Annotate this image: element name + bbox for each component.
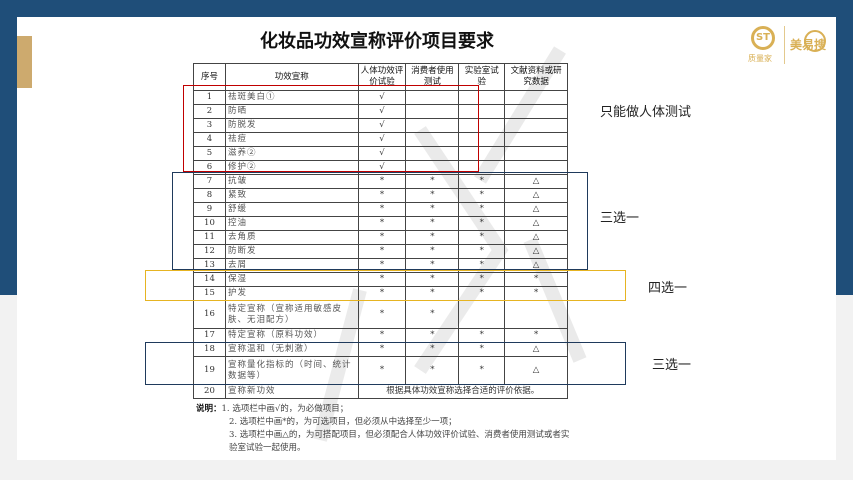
highlight-box-required: [183, 85, 479, 172]
table-row: 3 防脱发 √: [193, 118, 568, 133]
method-cell: √: [357, 118, 407, 133]
magnifier-icon: [804, 30, 826, 52]
method-cell: *: [458, 328, 506, 343]
row-number: 20: [193, 384, 226, 399]
column-header: 消费者使用测试: [405, 63, 460, 91]
method-cell: *: [357, 328, 407, 343]
logo: ST 质量家 美易搜: [748, 24, 834, 68]
method-cell: *: [357, 356, 407, 385]
table-row: 18 宣称温和（无刺激） * * * △: [193, 342, 568, 357]
note-item: 2. 选项栏中画*的，为可选项目，但必须从中选择至少一项；: [229, 417, 457, 427]
notes-label: 说明：: [196, 404, 222, 414]
method-cell: [504, 132, 568, 147]
table-row: 7 抗皱 * * * △: [193, 174, 568, 189]
claim-cell: 宣称量化指标的（时间、统计数据等）: [224, 356, 359, 385]
method-cell: [504, 104, 568, 119]
highlight-box-group-3: [145, 342, 626, 385]
method-cell: [504, 90, 568, 105]
accent-bar: [17, 36, 32, 88]
table-row: 4 祛痘 √: [193, 132, 568, 147]
method-cell: *: [458, 356, 506, 385]
note-item: 1. 选项栏中画√的，为必做项目；: [221, 404, 349, 414]
column-header: 文献资料或研究数据: [504, 63, 568, 91]
method-cell: [504, 146, 568, 161]
table-row: 9 舒缓 * * * △: [193, 202, 568, 217]
method-cell: *: [405, 328, 460, 343]
method-cell: [504, 118, 568, 133]
annotation-required: 只能做人体测试: [600, 105, 692, 120]
logo-brand: 美易搜: [790, 38, 827, 52]
notes: 说明：1. 选项栏中画√的，为必做项目； 2. 选项栏中画*的，为可选项目，但必…: [196, 403, 576, 455]
method-cell: *: [405, 300, 460, 329]
logo-caption: 质量家: [748, 54, 772, 63]
table-row: 16 特定宣称（宣称适用敏感皮肤、无泪配方） * *: [193, 300, 568, 329]
claim-cell: 宣称新功效: [224, 384, 359, 399]
table-row: 2 防晒 √: [193, 104, 568, 119]
table-row: 1 祛斑美白① √: [193, 90, 568, 105]
table-row: 8 紧致 * * * △: [193, 188, 568, 203]
annotation-group-3: 三选一: [652, 358, 692, 373]
logo-divider: [784, 26, 785, 64]
method-cell: [504, 300, 568, 329]
highlight-box-group-1: [172, 172, 588, 270]
row-number: 7: [193, 174, 226, 189]
row-number: 16: [193, 300, 226, 329]
method-cell: *: [504, 328, 568, 343]
claim-cell: 特定宣称（宣称适用敏感皮肤、无泪配方）: [224, 300, 359, 329]
method-cell: *: [357, 300, 407, 329]
highlight-box-group-2: [145, 270, 626, 301]
st-logo-icon: ST: [751, 26, 775, 50]
note-item: 3. 选项栏中画△的，为可搭配项目，但必须配合人体功效评价试验、消费者使用测试或…: [229, 430, 570, 453]
annotation-group-2: 四选一: [648, 281, 688, 296]
method-cell: 根据具体功效宣称选择合适的评价依据。: [357, 384, 569, 399]
annotation-group-1: 三选一: [600, 211, 640, 226]
column-header: 实验室试验: [458, 63, 506, 91]
table-row: 17 特定宣称（原料功效） * * * *: [193, 328, 568, 343]
claim-cell: 特定宣称（原料功效）: [224, 328, 359, 343]
table-row: 20 宣称新功效 根据具体功效宣称选择合适的评价依据。: [193, 384, 569, 399]
slide-title: 化妆品功效宣称评价项目要求: [260, 31, 494, 52]
method-cell: [458, 300, 506, 329]
row-number: 17: [193, 328, 226, 343]
